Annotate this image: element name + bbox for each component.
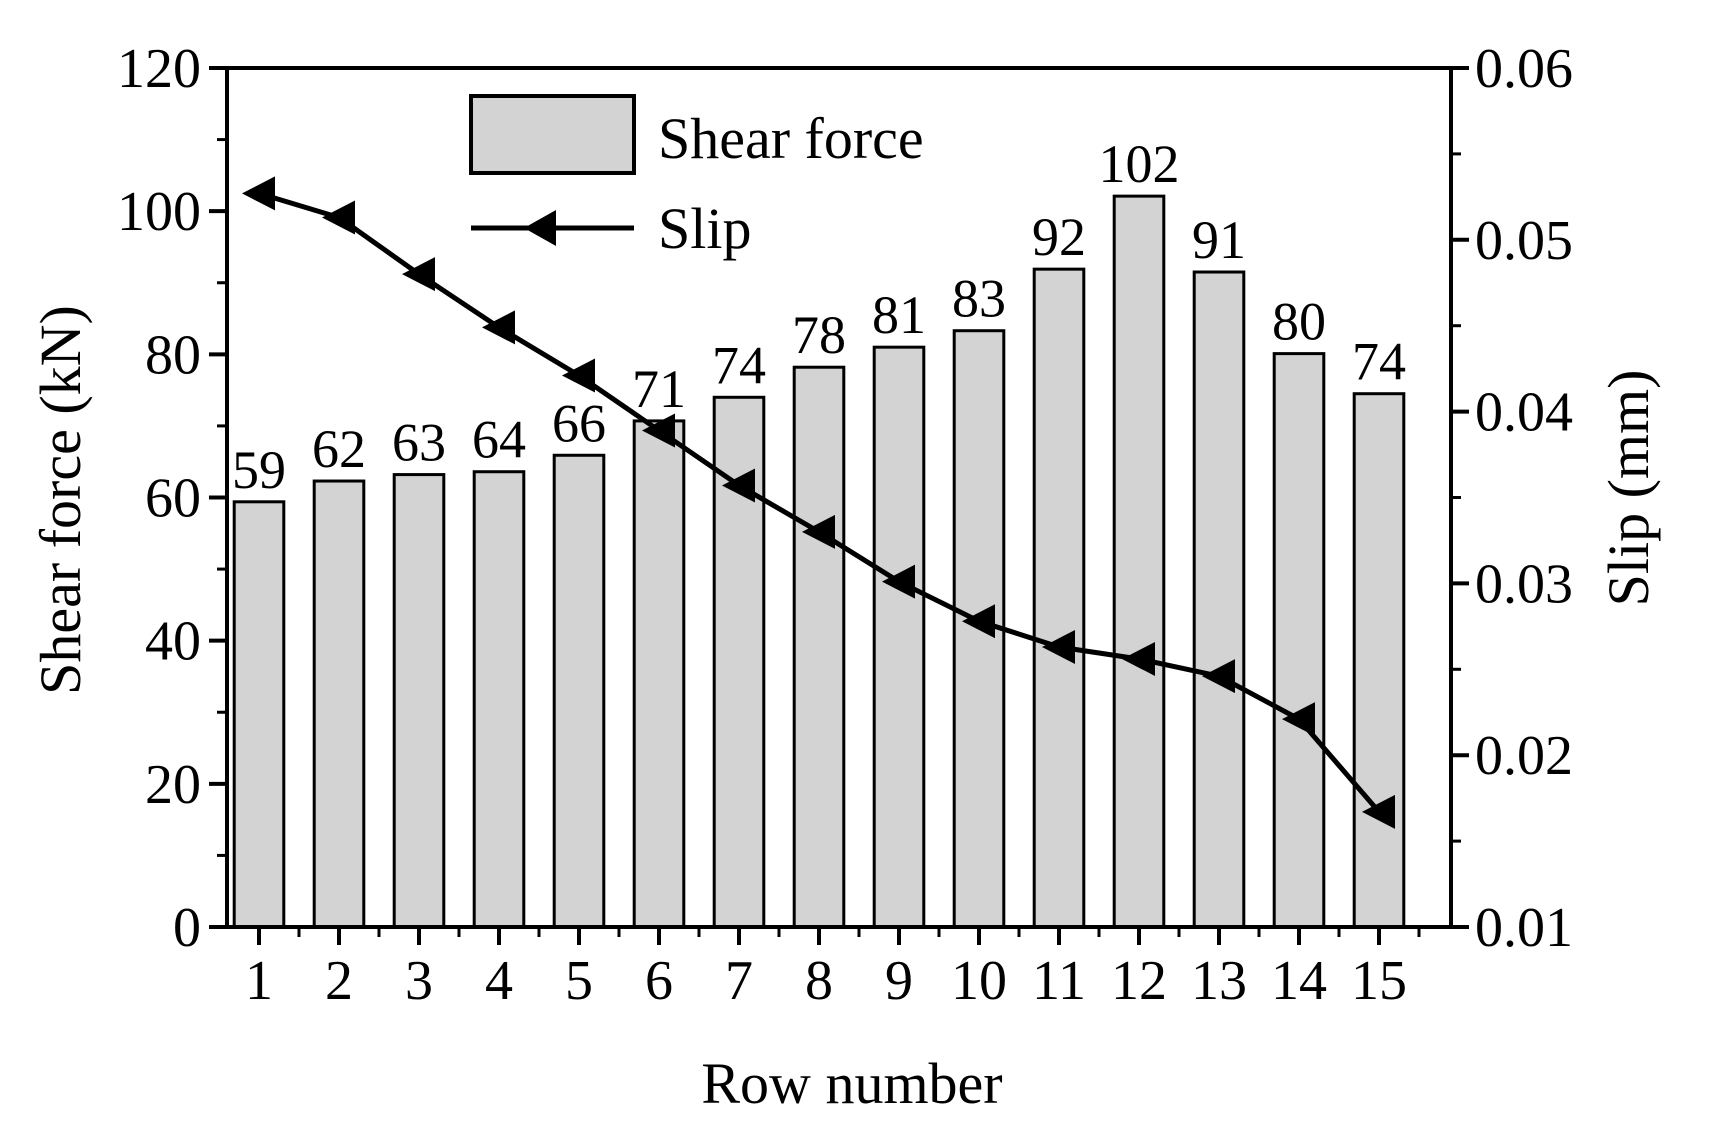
y2-tick-label-0.01: 0.01 (1475, 897, 1573, 959)
y2-tick-label-0.02: 0.02 (1475, 725, 1573, 787)
bar-13 (1192, 270, 1246, 929)
x-tick-label-10: 10 (951, 950, 1007, 1012)
data-label-3: 63 (392, 413, 446, 473)
axis-ticks: 0 20 40 60 80 100 120 0.01 0.02 0.03 0.04 0.05 0.06 1… (117, 38, 1573, 1012)
slip-point-15 (1362, 794, 1395, 829)
x-tick-label-12: 12 (1111, 950, 1167, 1012)
slip-point-3 (402, 257, 435, 292)
x-tick-label-8: 8 (805, 950, 833, 1012)
y-tick-label-0: 0 (173, 897, 201, 959)
x-tick-label-7: 7 (725, 950, 753, 1012)
data-label-9: 81 (872, 285, 926, 345)
bar-2 (312, 479, 366, 929)
bars-layer (232, 194, 1406, 929)
legend-marker-slip (524, 210, 556, 246)
data-label-15: 74 (1352, 332, 1406, 392)
y2-tick-label-0.03: 0.03 (1475, 553, 1573, 615)
legend: Shear force Slip (469, 94, 924, 261)
x-tick-label-6: 6 (645, 950, 673, 1012)
bar-5 (552, 453, 606, 929)
legend-label-slip: Slip (658, 196, 752, 261)
y-tick-label-60: 60 (145, 468, 201, 530)
slip-point-14 (1282, 702, 1315, 737)
bar-3 (392, 473, 446, 929)
y-tick-label-40: 40 (145, 611, 201, 673)
data-label-6: 71 (632, 359, 686, 419)
data-label-1: 59 (232, 440, 286, 500)
bar-6 (632, 419, 686, 929)
slip-point-1 (242, 176, 275, 211)
x-tick-label-3: 3 (405, 950, 433, 1012)
x-tick-label-4: 4 (485, 950, 513, 1012)
x-tick-label-15: 15 (1351, 950, 1407, 1012)
data-label-13: 91 (1192, 210, 1246, 270)
data-label-4: 64 (472, 410, 526, 470)
data-label-11: 92 (1032, 207, 1086, 267)
x-tick-label-5: 5 (565, 950, 593, 1012)
x-axis-title: Row number (701, 1051, 1002, 1116)
slip-point-12 (1122, 641, 1155, 676)
legend-label-shear-force: Shear force (658, 106, 924, 171)
y-tick-label-20: 20 (145, 754, 201, 816)
x-tick-label-14: 14 (1271, 950, 1327, 1012)
slip-point-6 (642, 413, 675, 448)
data-label-8: 78 (792, 305, 846, 365)
bar-4 (472, 470, 526, 929)
y2-tick-label-0.06: 0.06 (1475, 38, 1573, 100)
y2-tick-label-0.04: 0.04 (1475, 382, 1573, 444)
bar-8 (792, 365, 846, 929)
x-tick-label-2: 2 (325, 950, 353, 1012)
y-tick-label-100: 100 (117, 181, 201, 243)
slip-point-10 (962, 604, 995, 639)
y-tick-label-120: 120 (117, 38, 201, 100)
bar-1 (232, 500, 286, 929)
slip-point-2 (322, 200, 355, 235)
slip-point-4 (482, 310, 515, 345)
slip-point-8 (802, 514, 835, 549)
bar-15 (1352, 392, 1406, 929)
bar-14 (1272, 352, 1326, 929)
legend-swatch-shear-force (469, 94, 636, 175)
data-label-2: 62 (312, 419, 366, 479)
x-tick-label-13: 13 (1191, 950, 1247, 1012)
bar-12 (1112, 194, 1166, 929)
x-tick-label-9: 9 (885, 950, 913, 1012)
data-label-5: 66 (552, 393, 606, 453)
y-axis-title: Shear force (kN) (28, 305, 93, 695)
y-tick-label-80: 80 (145, 324, 201, 386)
slip-point-11 (1042, 629, 1075, 664)
x-tick-label-11: 11 (1032, 950, 1086, 1012)
y2-axis-title: Slip (mm) (1596, 370, 1661, 607)
data-label-10: 83 (952, 269, 1006, 329)
slip-line-layer (242, 176, 1395, 829)
slip-point-5 (562, 358, 595, 393)
x-tick-label-1: 1 (245, 950, 273, 1012)
data-label-7: 74 (712, 335, 766, 395)
slip-point-13 (1202, 659, 1235, 694)
slip-point-7 (722, 468, 755, 503)
y2-tick-label-0.05: 0.05 (1475, 210, 1573, 272)
bar-9 (872, 345, 926, 929)
slip-point-9 (882, 564, 915, 599)
bar-11 (1032, 267, 1086, 929)
data-label-14: 80 (1272, 292, 1326, 352)
data-label-12: 102 (1099, 134, 1180, 194)
